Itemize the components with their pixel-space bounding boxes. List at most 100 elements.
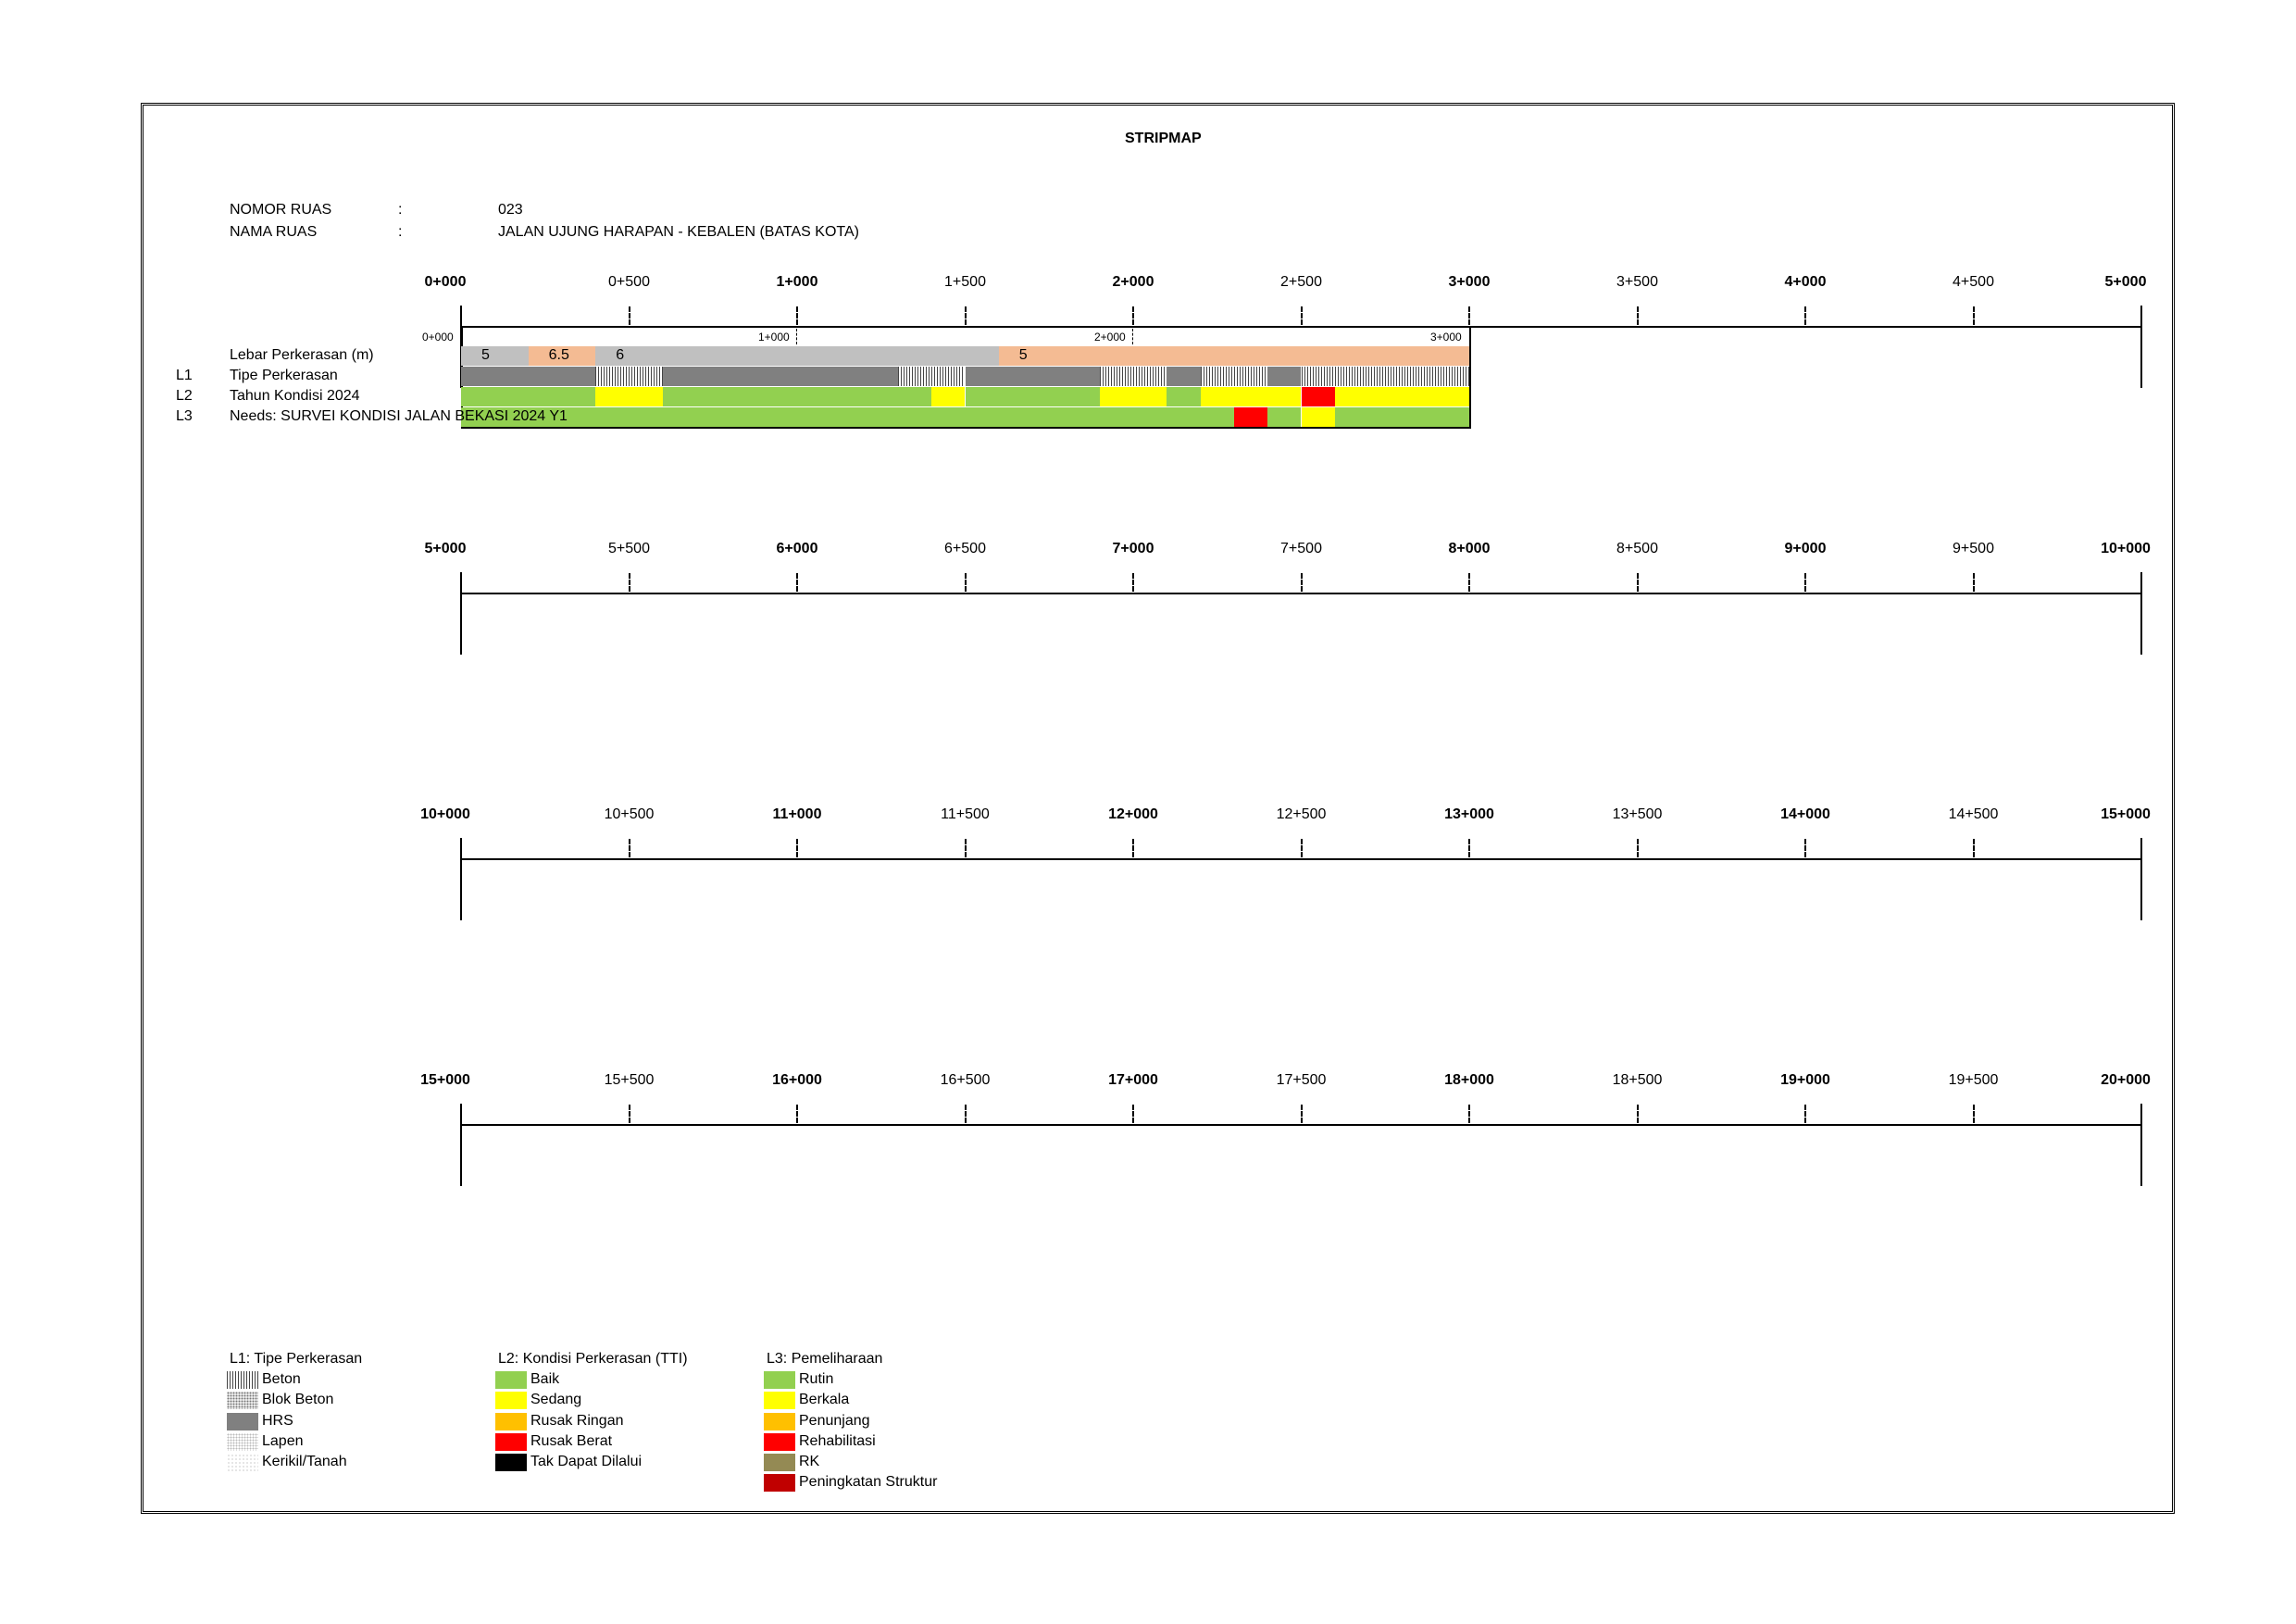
legend-item-label: Lapen — [262, 1432, 304, 1449]
chainage-label: 9+500 — [1953, 541, 1994, 556]
chainage-label: 15+000 — [2101, 806, 2151, 822]
row-code-l1: L1 — [176, 368, 193, 383]
kondisi-segment — [1099, 387, 1167, 406]
chainage-label: 7+500 — [1280, 541, 1322, 556]
chainage-tick — [2140, 572, 2142, 655]
legend-item-label: Peningkatan Struktur — [799, 1474, 938, 1491]
chainage-label: 12+000 — [1108, 806, 1158, 822]
lebar-segment: 5 — [461, 346, 529, 366]
chainage-tick — [1636, 839, 1639, 857]
legend-swatch — [227, 1412, 258, 1430]
tipe-segment — [461, 367, 596, 386]
legend-swatch — [227, 1432, 258, 1451]
chainage-tick — [1300, 1105, 1303, 1123]
mini-chainage-label: 3+000 — [1430, 331, 1462, 344]
tipe-segment — [595, 367, 663, 386]
chainage-tick — [796, 573, 798, 592]
mini-chainage-label: 1+000 — [758, 331, 790, 344]
tipe-segment — [1167, 367, 1201, 386]
chainage-tick — [1300, 306, 1303, 325]
legend-item-label: HRS — [262, 1412, 293, 1429]
legend-swatch — [764, 1454, 795, 1471]
nomor-ruas-value: 023 — [498, 202, 523, 218]
chainage-tick — [1972, 573, 1975, 592]
chainage-tick — [1972, 839, 1975, 857]
legend-item-label: Beton — [262, 1371, 301, 1388]
chainage-tick — [1132, 573, 1134, 592]
lebar-value: 5 — [1018, 347, 1028, 363]
chainage-tick — [1468, 839, 1470, 857]
chainage-tick — [628, 306, 630, 325]
chainage-label: 17+500 — [1276, 1072, 1327, 1088]
legend-item-label: Rutin — [799, 1371, 834, 1388]
lebar-value: 5 — [481, 347, 490, 363]
chainage-tick — [460, 838, 462, 920]
chainage-tick — [460, 572, 462, 655]
kondisi-segment — [595, 387, 663, 406]
kondisi-segment — [1200, 387, 1302, 406]
needs-segment — [461, 407, 1234, 427]
tipe-segment — [1267, 367, 1302, 386]
chainage-label: 20+000 — [2101, 1072, 2151, 1088]
needs-segment — [1267, 407, 1302, 427]
chainage-label: 3+000 — [1448, 274, 1491, 290]
needs-segment — [1334, 407, 1469, 427]
legend-swatch — [227, 1371, 258, 1390]
tipe-segment — [1200, 367, 1268, 386]
chainage-label: 18+000 — [1444, 1072, 1494, 1088]
chainage-label: 2+000 — [1112, 274, 1154, 290]
row-code-l2: L2 — [176, 388, 193, 404]
chainage-label: 0+000 — [424, 274, 467, 290]
chainage-label: 17+000 — [1108, 1072, 1158, 1088]
lebar-value: 6 — [616, 347, 625, 363]
kondisi-segment — [461, 387, 596, 406]
chainage-tick — [1636, 573, 1639, 592]
chainage-tick — [1972, 306, 1975, 325]
chainage-label: 19+000 — [1780, 1072, 1830, 1088]
mini-chainage-label: 0+000 — [422, 331, 454, 344]
chainage-tick — [796, 839, 798, 857]
tipe-segment — [1099, 367, 1167, 386]
chainage-tick — [1468, 573, 1470, 592]
legend-item-label: Tak Dapat Dilalui — [530, 1454, 643, 1469]
nomor-ruas-colon: : — [398, 202, 403, 218]
row-code-l3: L3 — [176, 408, 193, 424]
legend-swatch — [495, 1454, 527, 1471]
chainage-tick — [1300, 839, 1303, 857]
chainage-label: 15+500 — [604, 1072, 655, 1088]
strip-axis-line — [461, 858, 2141, 860]
chainage-label: 13+000 — [1444, 806, 1494, 822]
chainage-label: 9+000 — [1784, 541, 1827, 556]
lebar-segment: 6.5 — [528, 346, 596, 366]
row-label-kondisi: Tahun Kondisi 2024 — [230, 388, 360, 404]
chainage-label: 3+500 — [1616, 274, 1658, 290]
row-label-lebar: Lebar Perkerasan (m) — [230, 347, 374, 363]
chainage-tick — [1468, 1105, 1470, 1123]
chainage-label: 5+500 — [608, 541, 650, 556]
legend-swatch — [764, 1412, 795, 1430]
chainage-label: 10+500 — [604, 806, 655, 822]
strip-axis-line — [461, 1124, 2141, 1126]
legend-swatch — [227, 1392, 258, 1410]
chainage-label: 16+000 — [772, 1072, 822, 1088]
chainage-label: 6+500 — [944, 541, 986, 556]
chainage-label: 10+000 — [2101, 541, 2151, 556]
legend-item-label: Rusak Ringan — [530, 1412, 624, 1429]
legend-swatch — [764, 1392, 795, 1410]
chainage-label: 1+000 — [776, 274, 818, 290]
kondisi-segment — [1167, 387, 1201, 406]
chainage-tick — [2140, 1104, 2142, 1186]
lebar-segment: 5 — [998, 346, 1469, 366]
tipe-segment — [1301, 367, 1469, 386]
legend-title-l2: L2: Kondisi Perkerasan (TTI) — [498, 1351, 688, 1367]
needs-segment — [1233, 407, 1268, 427]
chainage-label: 7+000 — [1112, 541, 1154, 556]
legend-title-l3: L3: Pemeliharaan — [767, 1351, 883, 1367]
chainage-label: 14+000 — [1780, 806, 1830, 822]
chainage-label: 13+500 — [1612, 806, 1663, 822]
chainage-label: 8+500 — [1616, 541, 1658, 556]
chainage-label: 16+500 — [940, 1072, 991, 1088]
chainage-tick — [964, 1105, 967, 1123]
chainage-tick — [796, 306, 798, 325]
